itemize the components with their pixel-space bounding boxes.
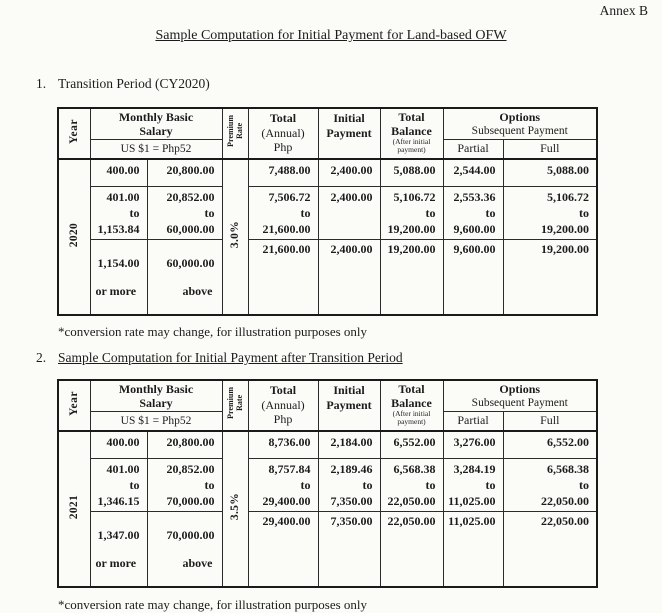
post-transition-table: Year Monthly Basic Salary Premium Rate T… xyxy=(57,379,598,588)
year-cell: 2020 xyxy=(57,157,91,316)
salary-usd-cell: 1,347.00 or more xyxy=(89,511,148,588)
initial-payment-column-header: Initial Payment xyxy=(317,107,381,159)
initial-payment-cell: 2,400.00 xyxy=(317,157,381,187)
total-balance-column-header: Total Balance (After initial payment) xyxy=(379,107,444,159)
salary-php-cell: 20,800.00 xyxy=(146,429,223,459)
total-annual-column-header: Total (Annual) Php xyxy=(247,379,319,431)
total-annual-cell: 8,757.84 to 29,400.00 xyxy=(247,458,319,512)
premium-rate-column-header-text: Premium Rate xyxy=(226,115,244,148)
full-column-header: Full xyxy=(502,411,598,431)
partial-cell: 11,025.00 xyxy=(442,511,504,588)
premium-rate-cell-text: 3.0% xyxy=(229,221,241,249)
partial-cell: 3,276.00 xyxy=(442,429,504,459)
conversion-rate-label: US $1 = Php52 xyxy=(89,139,223,159)
partial-cell: 9,600.00 xyxy=(442,239,504,316)
total-balance-column-header: Total Balance (After initial payment) xyxy=(379,379,444,431)
total-balance-cell: 19,200.00 xyxy=(379,239,444,316)
page-title: Sample Computation for Initial Payment f… xyxy=(0,28,662,44)
initial-payment-cell: 2,400.00 xyxy=(317,239,381,316)
partial-cell: 3,284.19 to 11,025.00 xyxy=(442,458,504,512)
initial-payment-cell: 2,184.00 xyxy=(317,429,381,459)
full-cell: 6,552.00 xyxy=(502,429,598,459)
total-balance-cell: 6,568.38 to 22,050.00 xyxy=(379,458,444,512)
annex-label: Annex B xyxy=(599,3,648,18)
premium-rate-cell-text: 3.5% xyxy=(229,493,241,521)
partial-cell: 2,544.00 xyxy=(442,157,504,187)
full-cell: 6,568.38 to 22,050.00 xyxy=(502,458,598,512)
usd-note: or more xyxy=(95,284,137,298)
year-column-header: Year xyxy=(57,379,91,431)
year-column-header-text: Year xyxy=(68,118,81,144)
partial-cell: 2,553.36 to 9,600.00 xyxy=(442,186,504,240)
premium-rate-column-header: Premium Rate xyxy=(221,107,249,159)
year-cell-text: 2020 xyxy=(68,222,81,247)
section-2-heading: 2. Sample Computation for Initial Payment… xyxy=(36,350,662,366)
total-balance-cell: 5,106.72 to 19,200.00 xyxy=(379,186,444,240)
total-annual-cell: 29,400.00 xyxy=(247,511,319,588)
footnote-1: *conversion rate may change, for illustr… xyxy=(58,324,368,339)
salary-usd-cell: 401.00 to 1,153.84 xyxy=(89,186,148,240)
full-column-header: Full xyxy=(502,139,598,159)
premium-rate-column-header-text: Premium Rate xyxy=(226,387,244,420)
options-column-header: Options Subsequent Payment xyxy=(442,379,598,412)
options-column-header: Options Subsequent Payment xyxy=(442,107,598,140)
salary-column-header: Monthly Basic Salary xyxy=(89,107,223,140)
initial-payment-cell: 7,350.00 xyxy=(317,511,381,588)
full-cell: 22,050.00 xyxy=(502,511,598,588)
salary-usd-cell: 400.00 xyxy=(89,429,148,459)
section-1-number: 1. xyxy=(36,76,47,91)
initial-payment-cell: 2,189.46 to 7,350.00 xyxy=(317,458,381,512)
premium-rate-cell: 3.5% xyxy=(221,429,249,588)
salary-usd-cell: 401.00 to 1,346.15 xyxy=(89,458,148,512)
total-annual-cell: 8,736.00 xyxy=(247,429,319,459)
php-note: above xyxy=(182,284,213,298)
page-title-text: Sample Computation for Initial Payment f… xyxy=(155,28,507,43)
section-2-heading-text: Sample Computation for Initial Payment a… xyxy=(58,350,403,365)
total-annual-column-header: Total (Annual) Php xyxy=(247,107,319,159)
partial-column-header: Partial xyxy=(442,139,504,159)
salary-column-header: Monthly Basic Salary xyxy=(89,379,223,412)
salary-php-cell: 60,000.00 above xyxy=(146,239,223,316)
conversion-rate-label: US $1 = Php52 xyxy=(89,411,223,431)
php-note: above xyxy=(182,556,213,570)
salary-usd-cell: 400.00 xyxy=(89,157,148,187)
full-cell: 5,088.00 xyxy=(502,157,598,187)
transition-table: Year Monthly Basic Salary Premium Rate T… xyxy=(57,107,598,316)
premium-rate-column-header: Premium Rate xyxy=(221,379,249,431)
full-cell: 5,106.72 to 19,200.00 xyxy=(502,186,598,240)
total-balance-cell: 6,552.00 xyxy=(379,429,444,459)
footnote-2: *conversion rate may change, for illustr… xyxy=(58,597,368,612)
salary-usd-cell: 1,154.00 or more xyxy=(89,239,148,316)
salary-php-cell: 70,000.00 above xyxy=(146,511,223,588)
year-column-header: Year xyxy=(57,107,91,159)
salary-php-cell: 20,852.00 to 60,000.00 xyxy=(146,186,223,240)
full-cell: 19,200.00 xyxy=(502,239,598,316)
total-annual-cell: 21,600.00 xyxy=(247,239,319,316)
total-balance-cell: 5,088.00 xyxy=(379,157,444,187)
total-annual-cell: 7,506.72 to 21,600.00 xyxy=(247,186,319,240)
section-2-number: 2. xyxy=(36,350,47,365)
partial-column-header: Partial xyxy=(442,411,504,431)
salary-php-cell: 20,800.00 xyxy=(146,157,223,187)
initial-payment-column-header: Initial Payment xyxy=(317,379,381,431)
premium-rate-cell: 3.0% xyxy=(221,157,249,316)
year-cell-text: 2021 xyxy=(68,494,81,519)
section-1-heading: 1. Transition Period (CY2020) xyxy=(36,76,662,92)
salary-php-cell: 20,852.00 to 70,000.00 xyxy=(146,458,223,512)
usd-note: or more xyxy=(95,556,137,570)
section-1-heading-text: Transition Period (CY2020) xyxy=(58,76,210,91)
total-annual-cell: 7,488.00 xyxy=(247,157,319,187)
total-balance-cell: 22,050.00 xyxy=(379,511,444,588)
year-column-header-text: Year xyxy=(68,390,81,416)
initial-payment-cell: 2,400.00 xyxy=(317,186,381,240)
year-cell: 2021 xyxy=(57,429,91,588)
